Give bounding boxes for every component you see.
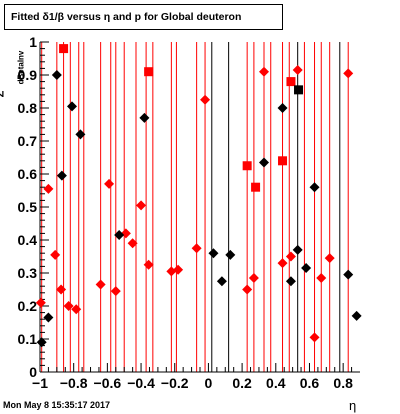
chart-title: Fitted δ1/β versus η and p for Global de… (4, 4, 283, 30)
y-tick-label: 0.4 (18, 232, 38, 248)
data-point-diamond (173, 264, 184, 275)
data-point-diamond (200, 94, 211, 105)
x-tick-label: 0.6 (300, 375, 320, 391)
y-tick-label: 0.9 (18, 67, 38, 83)
data-point-diamond (309, 332, 320, 343)
data-point-diamond (120, 228, 131, 239)
data-point-diamond (309, 182, 320, 193)
timestamp: Mon May 8 15:35:17 2017 (3, 400, 111, 410)
data-point-diamond (351, 310, 362, 321)
x-tick-label: −1 (32, 375, 48, 391)
data-point-square (144, 67, 154, 77)
data-point-diamond (56, 284, 67, 295)
x-tick-label: −0.8 (60, 375, 88, 391)
data-point-diamond (324, 253, 335, 264)
data-point-diamond (259, 157, 269, 168)
y-tick-label: 0 (29, 364, 37, 380)
data-point-diamond (139, 112, 150, 123)
x-tick-label: −0.6 (94, 375, 122, 391)
data-point-diamond (35, 297, 46, 308)
x-tick-label: −0.4 (127, 375, 155, 391)
data-point-square (251, 182, 261, 192)
data-point-diamond (43, 183, 54, 194)
y-tick-label: 0.7 (18, 133, 38, 149)
data-point-diamond (216, 276, 227, 287)
x-tick-label: 0.4 (266, 375, 286, 391)
data-point-diamond (166, 266, 177, 277)
y-tick-label: 0.8 (18, 100, 38, 116)
data-point-square (286, 77, 296, 87)
data-point-diamond (71, 304, 82, 315)
data-point-diamond (67, 101, 77, 112)
data-point-diamond (104, 178, 115, 189)
data-point-diamond (242, 284, 253, 295)
data-point-diamond (191, 243, 202, 254)
data-point-diamond (301, 263, 312, 274)
data-point-diamond (285, 276, 296, 287)
data-point-diamond (127, 238, 138, 249)
data-point-diamond (277, 103, 288, 113)
x-tick-label: 0.2 (232, 375, 252, 391)
data-point-diamond (248, 272, 259, 283)
y-tick-label: 0.6 (18, 166, 38, 182)
y-tick-label: 0.1 (18, 331, 38, 347)
data-point-diamond (136, 200, 147, 211)
data-point-square (242, 161, 252, 171)
y-tick-label: 0.2 (18, 298, 38, 314)
y-tick-label: 1 (29, 34, 37, 50)
y-tick-label: 0.5 (18, 199, 38, 215)
data-point-diamond (110, 286, 121, 297)
x-tick-label: −0.2 (161, 375, 189, 391)
data-point-square (59, 44, 69, 54)
x-tick-label: 0 (205, 375, 213, 391)
data-point-diamond (225, 249, 236, 260)
data-point-square (278, 156, 288, 166)
data-point-diamond (51, 70, 62, 80)
data-point-square (294, 85, 304, 95)
y-axis-sublabel: dBetaInv (16, 50, 26, 85)
data-point-diamond (292, 244, 303, 255)
data-point-diamond (56, 170, 67, 181)
data-point-diamond (292, 65, 303, 76)
x-tick-label: 0.8 (333, 375, 353, 391)
data-point-diamond (75, 129, 86, 140)
data-point-diamond (63, 301, 74, 311)
data-point-diamond (285, 251, 296, 262)
data-point-diamond (50, 249, 61, 260)
y-tick-label: 0.3 (18, 265, 38, 281)
data-point-diamond (259, 66, 269, 77)
data-point-diamond (114, 230, 125, 241)
data-point-diamond (316, 272, 327, 283)
x-axis-label: η (349, 398, 357, 413)
data-point-diamond (43, 312, 54, 323)
data-point-diamond (143, 259, 154, 270)
data-point-diamond (95, 279, 106, 290)
y-axis-label: Z (0, 91, 6, 98)
data-point-diamond (343, 68, 354, 79)
data-point-diamond (343, 269, 354, 280)
data-point-diamond (36, 337, 47, 348)
data-point-diamond (277, 258, 288, 269)
data-point-diamond (208, 248, 219, 259)
